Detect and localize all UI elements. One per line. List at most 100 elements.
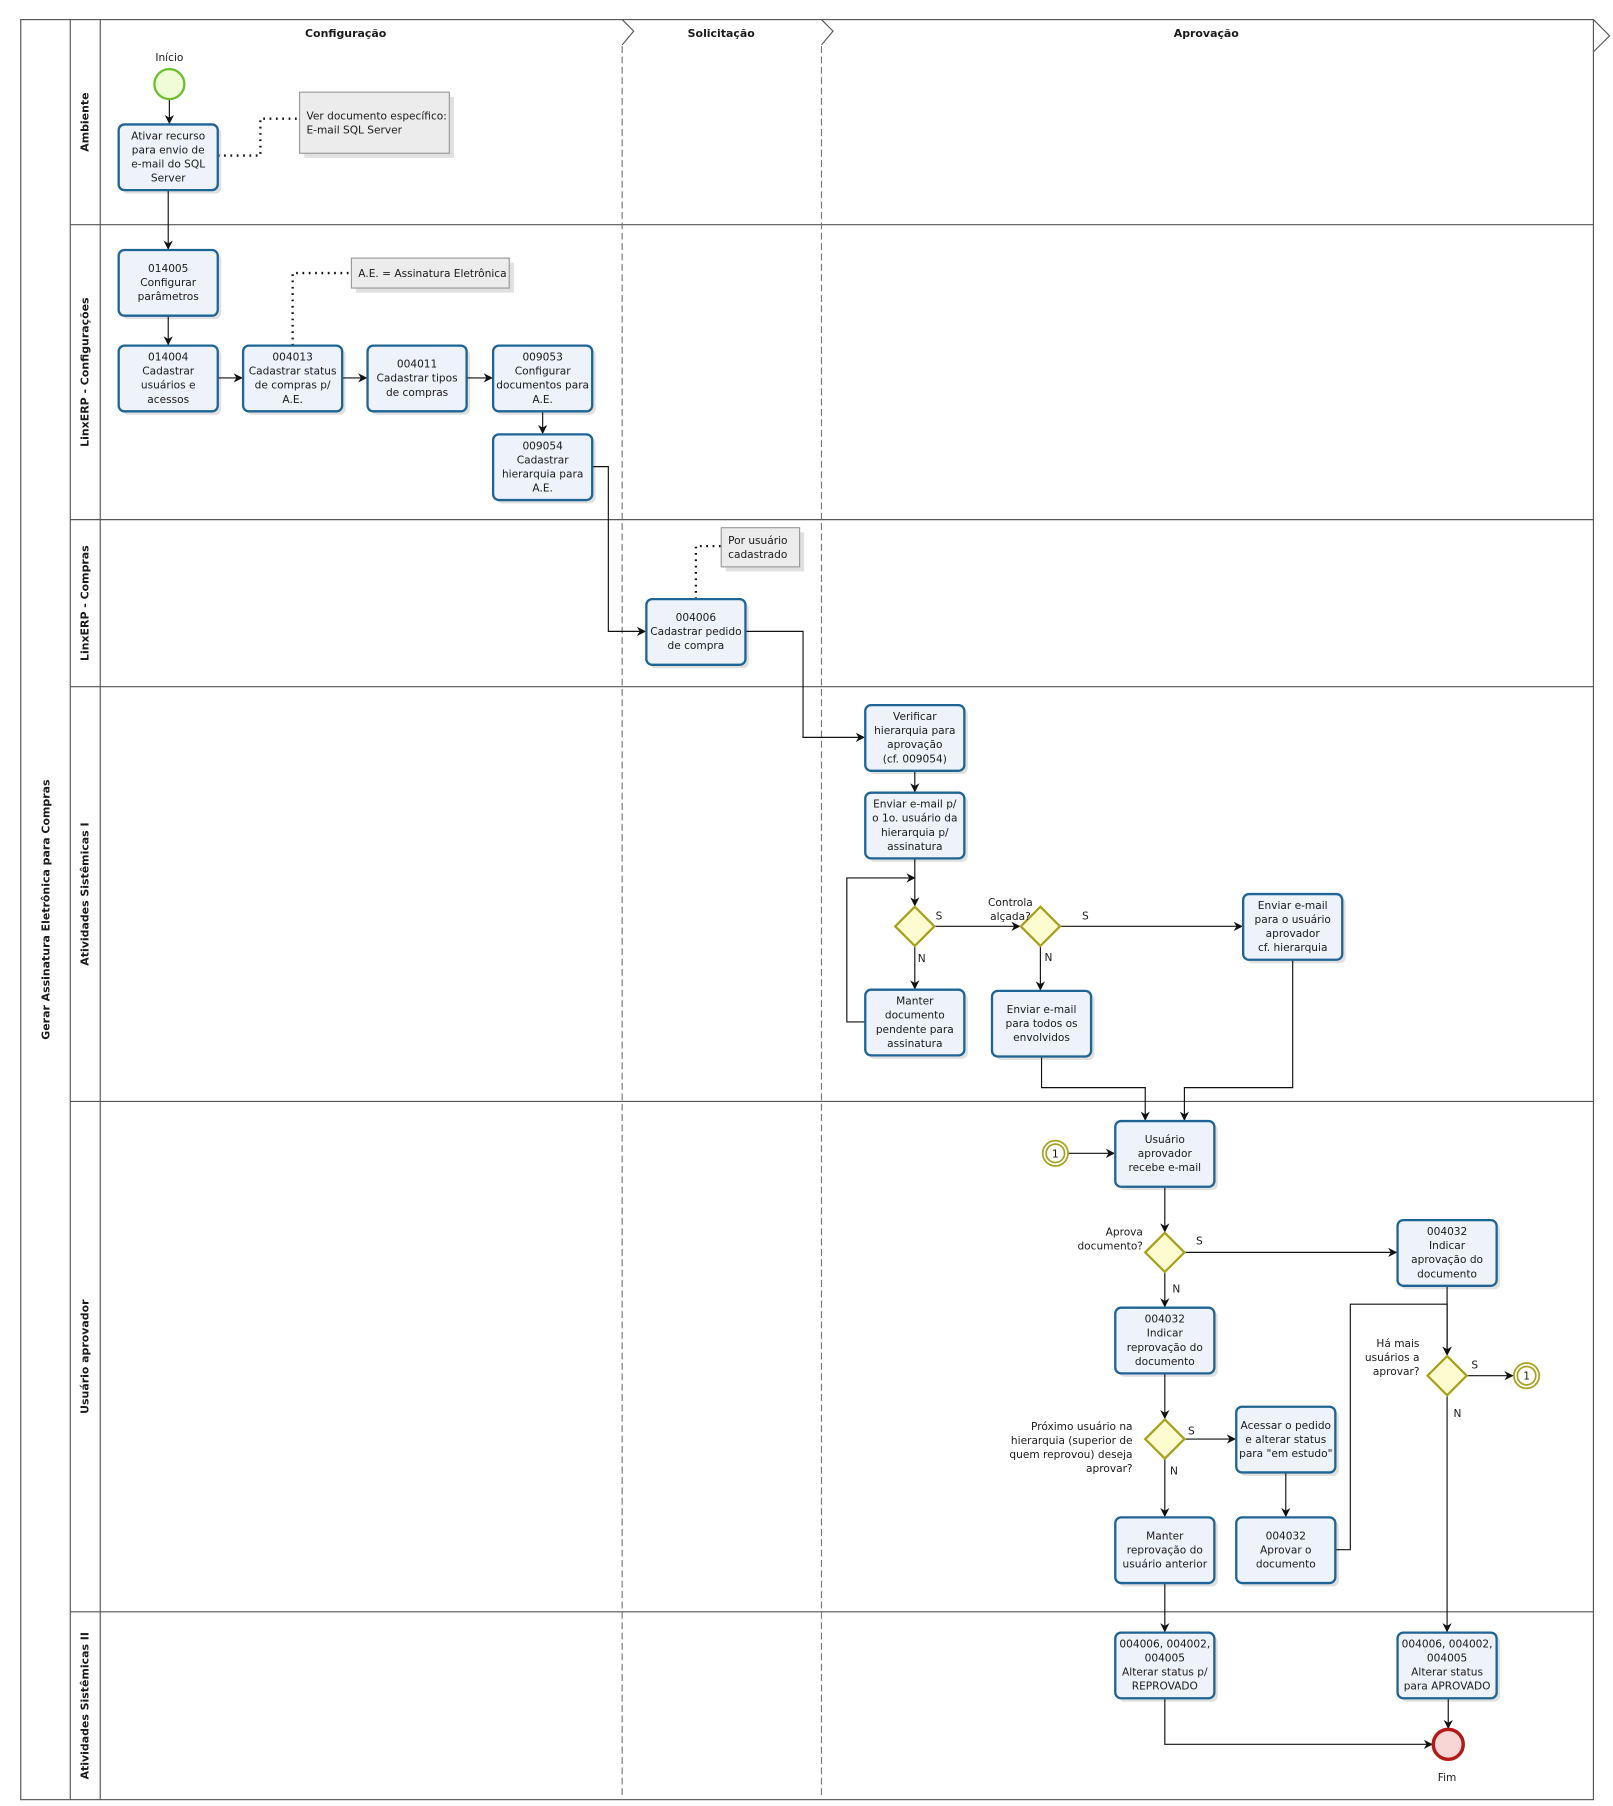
task-t18[interactable]: Manter reprovação do usuário anterior [1114,1516,1218,1587]
gateway-g4[interactable]: Próximo usuário na hierarquia (superior d… [1009,1417,1187,1475]
task-t11[interactable]: Manter documento pendente para assinatura [864,988,968,1059]
sequence-flow [1040,1056,1150,1121]
task-t4[interactable]: 004013 Cadastrar status de compras p/A.E. [241,344,346,415]
start-event[interactable]: Início [153,52,186,101]
gateway-g5[interactable]: Há mais usuários a aprovar? [1365,1338,1469,1397]
task-box[interactable] [117,248,219,317]
task-box[interactable] [864,703,966,772]
task-t2[interactable]: 014005 Configurar parâmetros [117,248,222,320]
label-line: Alterar status [1411,1667,1483,1679]
label-line: documentos para [496,380,589,392]
task-t13[interactable]: Enviar e-mail para o usuário aprovador cf. … [1242,892,1346,964]
label-line: assinatura [887,841,942,853]
task-box[interactable] [1114,1516,1216,1585]
task-t7[interactable]: 009054 Cadastrar hierarquia para A.E. [491,433,596,504]
task-t5[interactable]: 004011 Cadastrar tipos de compras [366,344,471,415]
task-box[interactable] [864,791,966,860]
task-box[interactable] [241,344,344,413]
label-line: para todos os [1006,1018,1078,1030]
task-t17[interactable]: Acessar o pedido e alterar status para "em… [1235,1405,1339,1476]
exclusive-gateway-diamond[interactable] [1019,905,1062,948]
label-line: aprovar? [1373,1366,1420,1378]
gateway-g1[interactable] [893,905,937,948]
flow-label-sim: S [1082,910,1089,922]
task-box[interactable] [491,344,594,413]
task-t20[interactable]: 004006, 004002, 004005 Alterar status p/RE… [1114,1631,1218,1702]
label-line: reprovação do [1127,1544,1203,1556]
label-line: A.E. = Assinatura Eletrônica [358,268,506,280]
task-t10[interactable]: Enviar e-mail p/o 1o. usuário da hierarqu… [864,791,968,862]
task-t6[interactable]: 009053 Configurar documentos para A.E. [491,344,596,415]
flow-label-nao: N [1453,1408,1461,1420]
task-t19[interactable]: 004032 Aprovar o documento [1235,1516,1339,1587]
lanes: Gerar Assinatura Eletrônica para Compras… [20,19,1611,1801]
annotation-box [298,91,450,154]
link-event[interactable]: 1 [1513,1362,1541,1390]
association-line [291,271,352,346]
task-t12[interactable]: Enviar e-mail para todos os envolvidos [990,989,1095,1060]
link-label: 1 [1523,1371,1530,1383]
label-line: aprovar? [1086,1463,1133,1475]
task-t3[interactable]: 014004 Cadastrar usuários e acessos [117,344,222,415]
label-line: pendente para [876,1024,954,1036]
task-box[interactable] [1114,1119,1216,1188]
task-box[interactable] [1396,1218,1498,1287]
task-box[interactable] [1396,1631,1498,1700]
task-t1[interactable]: Ativar recurso para envio de e-mail do SQL… [117,123,222,194]
label-line: quem reprovou) deseja [1009,1449,1132,1461]
task-box[interactable] [1235,1516,1337,1585]
task-t14[interactable]: Usuário aprovador recebe e-mail [1114,1119,1218,1191]
flow-label-nao: N [918,953,926,965]
exclusive-gateway-diamond[interactable] [1143,1231,1187,1274]
task-box[interactable] [1242,892,1344,961]
task-t16[interactable]: 004032 Indicar reprovação do documento [1114,1306,1218,1377]
label-line: hierarquia p/ [881,827,949,839]
label-line: hierarquia para [874,725,955,737]
end-event-circle [1431,1727,1465,1762]
label-line: Cadastrar status [249,366,337,378]
association-line [217,117,300,157]
start-label: Início [155,52,183,64]
task-box[interactable] [1114,1306,1216,1375]
task-box[interactable] [491,433,594,502]
label-line: de compras p/ [255,380,331,392]
task-box[interactable] [1235,1405,1337,1474]
exclusive-gateway-diamond[interactable] [1143,1417,1187,1461]
task-t9[interactable]: Verificar hierarquia para aprovação (cf. 00… [864,703,968,775]
exclusive-gateway-diamond[interactable] [893,905,937,948]
label-line: para APROVADO [1404,1681,1491,1693]
link-event-inner [1516,1365,1537,1386]
task-box[interactable] [117,123,219,192]
annotation-box [350,257,510,289]
task-box[interactable] [1114,1631,1216,1700]
task-box[interactable] [645,597,747,666]
annotation-box [720,527,801,568]
exclusive-gateway-diamond[interactable] [1425,1354,1469,1397]
label-line: 004032 [1427,1226,1467,1238]
annotation-a2: A.E. = Assinatura Eletrônica [291,257,514,346]
label-line: usuários e [141,380,196,392]
label-line: Verificar [893,711,937,723]
task-box[interactable] [366,344,468,413]
task-box[interactable] [990,989,1093,1058]
task-t8[interactable]: 004006 Cadastrar pedido de compra [645,597,749,669]
end-event[interactable]: Fim [1431,1727,1465,1784]
phase-header-solic: Solicitação [688,27,756,40]
task-box[interactable] [117,344,219,413]
task-t15[interactable]: 004032 Indicar aprovação do documento [1396,1218,1501,1290]
flow-label-nao: N [1170,1466,1178,1478]
label-line: Cadastrar tipos [377,373,458,385]
label-line: Cadastrar pedido [650,626,741,638]
label-line: Cadastrar [517,454,570,466]
lane-label-sist2: Atividades Sistêmicas II [79,1632,92,1779]
label-line: recebe e-mail [1129,1162,1202,1174]
label-line: para o usuário [1255,914,1331,926]
gateway-g3[interactable]: Aprova documento? [1077,1226,1187,1274]
link-event[interactable]: 1 [1041,1139,1069,1167]
task-box[interactable] [864,988,966,1057]
task-t21[interactable]: 004006, 004002, 004005 Alterar status para … [1396,1631,1501,1702]
lane-label-ambiente: Ambiente [79,92,92,151]
gateway-g2[interactable]: Controla alçada? [988,897,1062,948]
annotation-a3: Por usuário cadastrado [694,527,805,600]
label-line: reprovação do [1127,1342,1203,1354]
